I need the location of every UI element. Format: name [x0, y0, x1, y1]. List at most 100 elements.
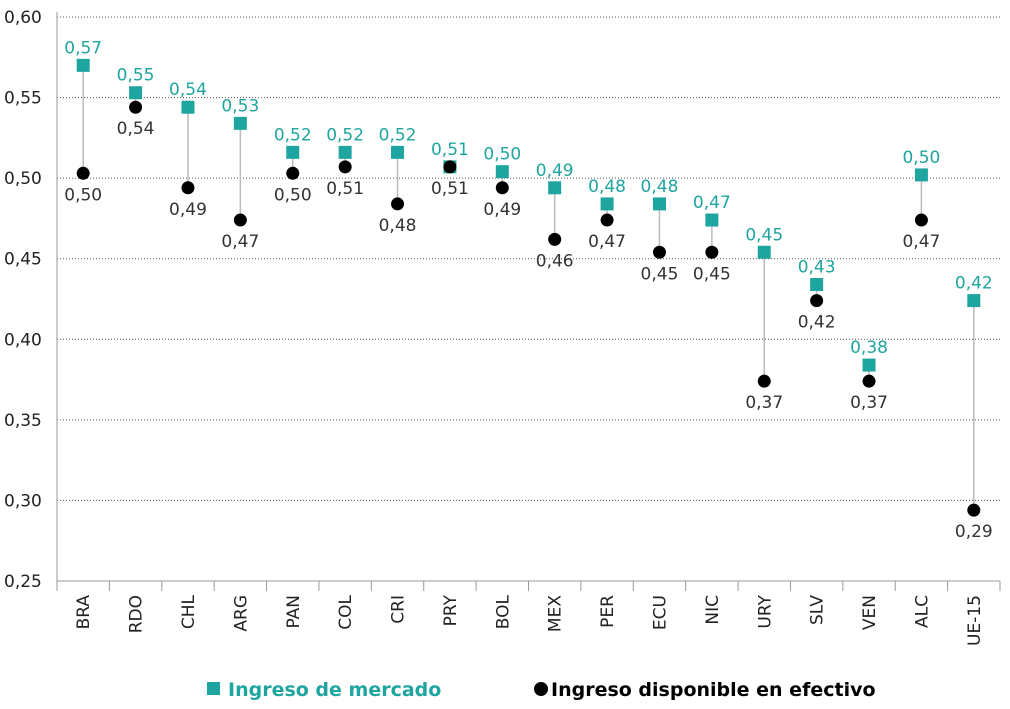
market-label: 0,55	[117, 66, 155, 86]
market-label: 0,53	[221, 96, 259, 116]
y-tick-label: 0,50	[4, 169, 42, 189]
legend-label: Ingreso de mercado	[228, 679, 441, 701]
x-tick-label: URY	[755, 594, 775, 628]
disposable-label: 0,37	[745, 393, 783, 413]
y-tick-label: 0,40	[4, 330, 42, 350]
x-tick-label: ALC	[912, 595, 932, 628]
legend-swatch	[207, 682, 220, 695]
market-marker	[600, 197, 614, 211]
market-marker	[652, 197, 666, 211]
market-label: 0,51	[431, 140, 469, 160]
x-tick-label: PRY	[441, 594, 461, 626]
market-marker	[76, 58, 90, 72]
market-label: 0,42	[955, 274, 993, 294]
disposable-marker	[495, 181, 509, 195]
market-label: 0,52	[326, 125, 364, 145]
disposable-marker	[443, 160, 457, 174]
disposable-label: 0,50	[64, 185, 102, 205]
y-tick-label: 0,30	[4, 491, 42, 511]
disposable-label: 0,48	[379, 216, 417, 236]
market-label: 0,48	[588, 177, 626, 197]
y-tick-label: 0,60	[4, 8, 42, 28]
disposable-marker	[600, 213, 614, 227]
disposable-marker	[810, 294, 824, 308]
x-tick-label: BRA	[74, 595, 94, 630]
market-marker	[391, 145, 405, 159]
disposable-marker	[129, 100, 143, 114]
x-tick-label: PER	[598, 595, 618, 628]
market-label: 0,57	[64, 38, 102, 58]
x-tick-label: CRI	[389, 595, 409, 624]
market-marker	[705, 213, 719, 227]
market-label: 0,38	[850, 338, 888, 358]
disposable-marker	[286, 166, 300, 180]
market-marker	[286, 145, 300, 159]
market-label: 0,45	[745, 225, 783, 245]
disposable-marker	[548, 232, 562, 246]
disposable-marker	[76, 166, 90, 180]
disposable-label: 0,50	[274, 185, 312, 205]
x-tick-label: VEN	[860, 595, 880, 630]
disposable-marker	[757, 374, 771, 388]
x-tick-label: UE-15	[965, 595, 985, 646]
y-tick-label: 0,55	[4, 89, 42, 109]
x-tick-label: CHL	[179, 594, 199, 629]
disposable-label: 0,54	[117, 119, 155, 139]
x-tick-label: SLV	[808, 595, 828, 625]
disposable-label: 0,51	[326, 179, 364, 199]
market-label: 0,54	[169, 80, 207, 100]
market-marker	[914, 168, 928, 182]
disposable-label: 0,29	[955, 522, 993, 542]
market-marker	[810, 277, 824, 291]
market-label: 0,49	[536, 161, 574, 181]
disposable-marker	[914, 213, 928, 227]
x-tick-label: NIC	[703, 595, 723, 625]
x-tick-label: COL	[336, 594, 356, 629]
x-tick-label: RDO	[127, 595, 147, 633]
market-label: 0,43	[798, 257, 836, 277]
disposable-marker	[338, 160, 352, 174]
disposable-marker	[967, 503, 981, 517]
market-marker	[757, 245, 771, 259]
disposable-label: 0,47	[902, 232, 940, 252]
market-marker	[233, 116, 247, 130]
disposable-label: 0,47	[221, 232, 259, 252]
x-tick-label: PAN	[284, 595, 304, 629]
market-label: 0,48	[641, 177, 679, 197]
disposable-marker	[705, 245, 719, 259]
market-marker	[862, 358, 876, 372]
disposable-marker	[233, 213, 247, 227]
disposable-label: 0,51	[431, 179, 469, 199]
disposable-label: 0,45	[693, 264, 731, 284]
market-marker	[548, 181, 562, 195]
disposable-marker	[652, 245, 666, 259]
disposable-marker	[391, 197, 405, 211]
market-marker	[967, 294, 981, 308]
x-tick-label: MEX	[546, 595, 566, 632]
market-marker	[181, 100, 195, 114]
legend-swatch	[534, 682, 548, 696]
disposable-label: 0,49	[169, 200, 207, 220]
disposable-marker	[862, 374, 876, 388]
market-label: 0,50	[483, 145, 521, 165]
legend-label: Ingreso disponible en efectivo	[551, 679, 876, 701]
disposable-label: 0,42	[798, 313, 836, 333]
disposable-label: 0,37	[850, 393, 888, 413]
disposable-label: 0,45	[641, 264, 679, 284]
x-tick-label: ECU	[650, 595, 670, 630]
y-tick-label: 0,35	[4, 411, 42, 431]
disposable-label: 0,47	[588, 232, 626, 252]
disposable-label: 0,49	[483, 200, 521, 220]
market-marker	[495, 165, 509, 179]
market-marker	[129, 86, 143, 100]
market-marker	[338, 145, 352, 159]
market-label: 0,52	[274, 125, 312, 145]
y-tick-label: 0,25	[4, 572, 42, 592]
disposable-label: 0,46	[536, 251, 574, 271]
market-label: 0,52	[379, 125, 417, 145]
x-tick-label: ARG	[231, 595, 251, 632]
y-tick-label: 0,45	[4, 250, 42, 270]
market-label: 0,47	[693, 193, 731, 213]
disposable-marker	[181, 181, 195, 195]
